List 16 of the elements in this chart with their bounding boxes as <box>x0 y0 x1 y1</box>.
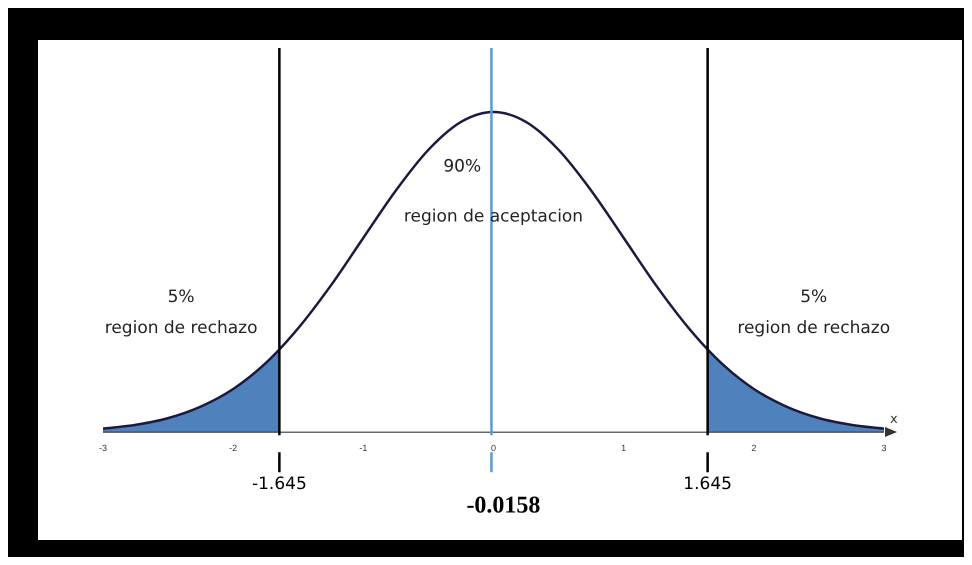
x-tick-label: 3 <box>881 443 887 454</box>
annotation: 5% <box>800 287 828 308</box>
ref-line-label: -1.645 <box>252 474 307 494</box>
x-tick-label: 0 <box>490 443 496 454</box>
annotation: region de rechazo <box>104 318 258 338</box>
x-axis-title: x <box>890 412 898 428</box>
ref-line-label: -0.0158 <box>466 492 540 518</box>
x-tick-label: -3 <box>98 443 108 454</box>
annotation: region de rechazo <box>737 318 890 338</box>
x-tick-label: -1 <box>359 443 368 454</box>
x-tick-label: -2 <box>229 443 238 454</box>
x-tick-label: 1 <box>621 443 626 454</box>
ref-line-label: 1.645 <box>683 474 732 494</box>
annotation: 5% <box>168 287 195 308</box>
x-tick-label: 2 <box>751 443 756 454</box>
annotation: 90% <box>443 156 482 177</box>
